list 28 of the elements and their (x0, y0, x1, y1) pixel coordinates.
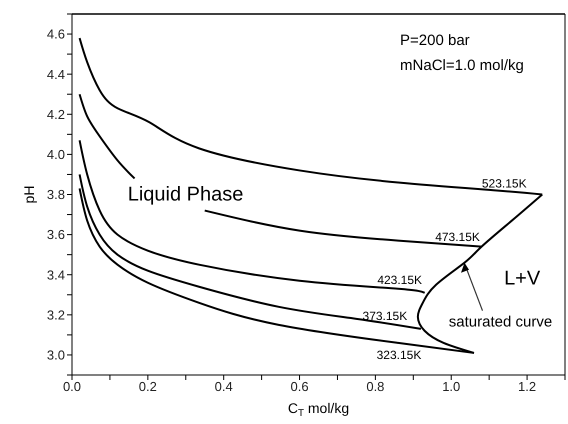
x-tick-label: 0.2 (138, 379, 157, 394)
annotation: L+V (504, 268, 541, 290)
x-axis-title: C$_{T}$ mol/kg (288, 400, 350, 418)
annotation: saturated curve (448, 314, 552, 331)
y-tick-label: 4.6 (46, 26, 65, 42)
series-label: 523.15K (482, 176, 527, 191)
y-tick-label: 4.2 (46, 106, 65, 122)
y-tick-label: 3.2 (46, 307, 65, 322)
series-label: 423.15K (377, 272, 422, 287)
y-axis-title: pH (20, 186, 37, 204)
annotation: P=200 bar (400, 32, 470, 50)
x-tick-label: 0.6 (290, 379, 309, 394)
x-tick-label: 1.0 (442, 379, 460, 394)
series-label: 373.15K (362, 309, 408, 324)
y-tick-label: 3.8 (46, 187, 65, 202)
x-tick-label: 0.0 (62, 379, 82, 394)
x-tick-label: 0.4 (214, 379, 233, 394)
series-label: 323.15K (376, 348, 422, 362)
annotation: Liquid Phase (128, 184, 244, 206)
y-tick-label: 4.0 (46, 147, 65, 162)
y-tick-label: 4.4 (46, 66, 65, 82)
series-label: 473.15K (435, 230, 480, 244)
annotation: mNaCl=1.0 mol/kg (400, 57, 524, 74)
x-tick-label: 1.2 (518, 379, 536, 394)
x-tick-label: 0.8 (366, 379, 384, 394)
y-tick-label: 3.6 (46, 227, 65, 242)
y-tick-label: 3.0 (46, 348, 65, 363)
y-tick-label: 3.4 (46, 267, 65, 282)
